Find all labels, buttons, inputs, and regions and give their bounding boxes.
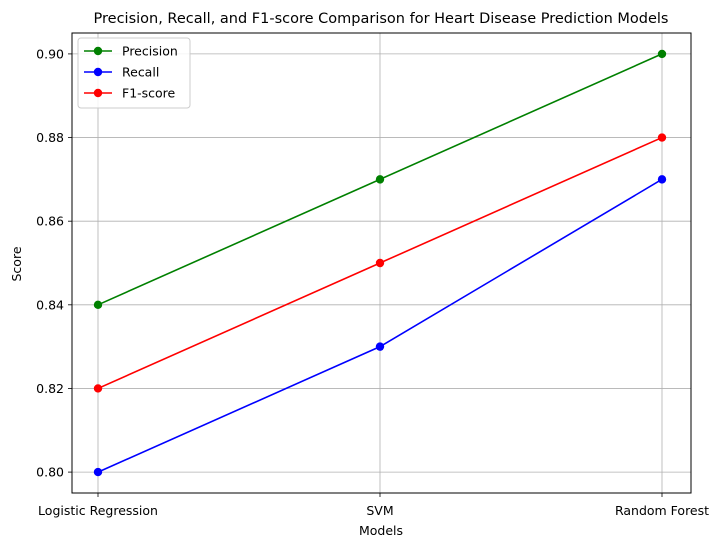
data-point	[657, 133, 667, 142]
data-point	[657, 175, 667, 184]
legend-marker	[93, 67, 103, 77]
data-point	[93, 384, 103, 393]
legend-label: Recall	[122, 65, 159, 80]
series-precision	[93, 49, 667, 310]
data-point	[93, 300, 103, 310]
legend-box	[77, 37, 191, 109]
y-tick-label: 0.88	[36, 130, 64, 145]
y-tick-label: 0.84	[36, 297, 64, 312]
legend-marker	[93, 88, 103, 98]
y-axis-label: Score	[9, 246, 24, 281]
y-tick-label: 0.90	[36, 46, 64, 61]
data-point	[375, 175, 385, 184]
legend-label: F1-score	[122, 86, 176, 101]
data-point	[375, 258, 385, 268]
plot-frame	[71, 32, 692, 494]
data-point	[657, 49, 667, 59]
legend-label: Precision	[122, 44, 178, 59]
series-layer	[93, 49, 667, 477]
legend-item: Recall	[84, 65, 159, 80]
x-tick-label: SVM	[366, 503, 393, 518]
legend-items: Precision Recall F1-score	[84, 44, 178, 101]
data-point	[93, 467, 103, 477]
x-tick-label: Logistic Regression	[38, 503, 158, 518]
grid	[72, 33, 691, 493]
legend-item: Precision	[84, 44, 178, 59]
y-tick-label: 0.80	[36, 465, 64, 480]
y-axis-ticks: 0.80 0.82 0.84 0.86 0.88 0.90	[36, 46, 72, 480]
x-axis-ticks: Logistic Regression SVM Random Forest	[38, 493, 709, 518]
x-tick-label: Random Forest	[615, 503, 709, 518]
series-recall	[93, 175, 667, 477]
x-axis-label: Models	[359, 523, 403, 538]
legend-item: F1-score	[84, 86, 176, 101]
legend: Precision Recall F1-score	[77, 37, 191, 109]
legend-marker	[93, 46, 103, 56]
data-point	[375, 342, 385, 351]
chart-title: Precision, Recall, and F1-score Comparis…	[94, 11, 669, 27]
y-tick-label: 0.86	[36, 214, 64, 229]
y-tick-label: 0.82	[36, 381, 64, 396]
series-f1-score	[93, 133, 667, 393]
